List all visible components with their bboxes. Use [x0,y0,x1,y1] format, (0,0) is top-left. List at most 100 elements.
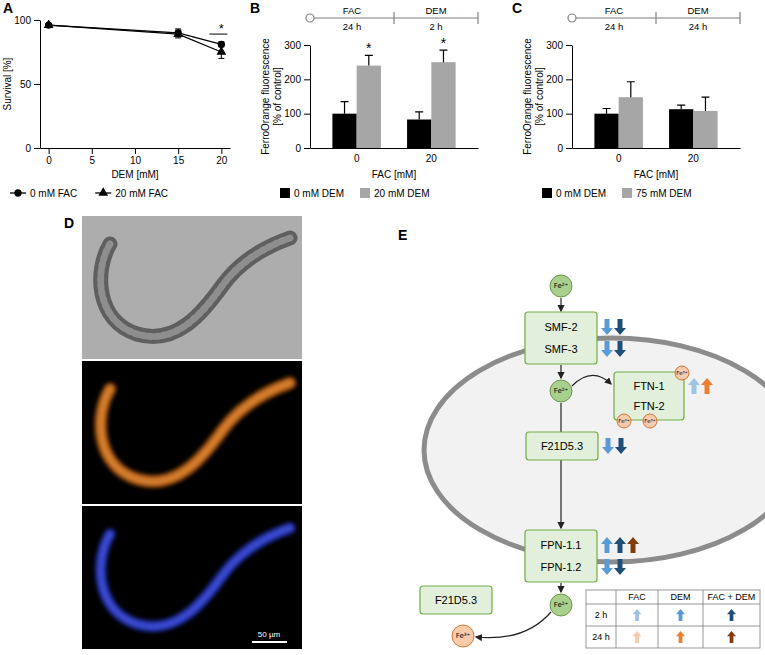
significance: * [441,35,447,51]
micrograph-background [82,361,302,504]
protein-box [525,530,597,582]
regulation-arrow [676,609,685,621]
axis: 0 20 [311,148,479,164]
legend-swatch [542,188,552,198]
axis-title: FAC [mM] [372,169,417,180]
regulation-arrow [602,438,614,454]
legend-label: 75 mM DEM [636,188,692,199]
annotation: * [219,21,224,36]
tick-mark [566,114,572,115]
axis-title: Survival [%] [2,57,13,110]
table-row-label: 24 h [592,632,610,642]
image-panel: D50 µm [64,215,302,649]
worm-texture [101,238,290,336]
tick-label: 300 [546,40,563,51]
timeline-tick [655,12,656,24]
error-bar [627,82,635,97]
error-bar [677,105,685,109]
protein-label: FTN-2 [633,400,664,412]
panel-letter: B [250,0,260,16]
regulation-arrow [615,438,627,454]
marker [216,46,226,55]
table-header: FAC [628,592,646,602]
iron-ion [675,366,689,380]
legend-label: 0 mM DEM [294,188,344,199]
regulation-arrow [601,537,613,553]
panel-letter: A [3,0,13,16]
flow-arrow [476,612,551,638]
legend-marker [98,187,108,196]
marker [44,20,54,28]
axis: 05101520 [41,148,231,166]
tick-label: 0 [354,153,360,164]
flow-arrow [572,375,611,386]
tick: 0 [25,143,40,154]
worm-body [101,238,290,336]
table-rule [703,590,704,648]
timeline-tick [739,12,740,24]
tick-label: 0 [616,153,622,164]
table-rule [586,604,760,605]
protein-box [525,312,597,364]
figure: A05101520050100DEM [mM]Survival [%]*0 mM… [0,0,765,655]
timeline-label: FAC [605,5,624,16]
legend-label: 0 mM FAC [30,188,77,199]
tick: 200 [284,74,310,85]
protein-label: SMF-3 [545,343,578,355]
axis-title-line: [% of control] [534,67,545,126]
tick: 20 [426,148,438,164]
legend-item: 20 mM FAC [95,187,168,199]
bar [619,97,643,148]
tick-label: 100 [14,15,31,26]
timeline-tick [393,12,394,24]
tick: 10 [130,148,142,166]
protein-box [526,432,598,460]
tick-label: 50 [20,79,32,90]
table-rule [616,590,617,648]
protein-box [614,372,684,420]
regulation-arrow [633,631,642,643]
iron-ion [550,380,572,402]
ion-label: Fe³⁺ [644,418,655,424]
regulation-arrow [614,559,626,575]
legend-item: 0 mM DEM [280,188,344,199]
regulation-arrow [701,378,713,394]
tick-mark [221,148,222,154]
axis-title: FerroOrange fluorescence[% of control] [522,38,545,155]
tick: 20 [688,148,700,164]
worm-body [101,383,290,481]
tick-mark [135,148,136,154]
plot-area [594,82,717,148]
axis: 0100200300 [546,40,572,154]
iron-ion [617,414,631,428]
iron-ion [452,625,474,647]
axis: 0100200300 [284,40,310,154]
plot-area [44,20,227,58]
timeline-duration: 24 h [343,21,362,32]
tick-mark [178,148,179,154]
protein-label: SMF-2 [545,321,578,333]
tick-mark [34,20,40,21]
scale-bar [252,641,287,643]
axis-title: FerroOrange fluorescence[% of control] [260,38,283,155]
timeline-duration: 24 h [605,21,624,32]
tick: 300 [284,40,310,51]
tick-mark [304,79,310,80]
axis-title-line: FerroOrange fluorescence [522,38,533,155]
regulation-arrow [614,319,626,335]
ion-label: Fe³⁺ [618,418,629,424]
micrograph [82,361,302,504]
axis-line [573,148,741,149]
error-bar [439,50,447,62]
legend-item: 0 mM FAC [10,188,77,199]
table-frame [586,590,760,648]
tick-label: 300 [284,40,301,51]
timeline: FAC24 hDEM24 h [568,5,740,32]
micrograph-background [82,216,302,359]
flow-arrow [560,583,561,592]
regulation-arrow [633,609,642,621]
diagram: EFe²⁺SMF-2SMF-3Fe²⁺FTN-1FTN-2Fe³⁺Fe³⁺Fe³… [398,227,765,648]
iron-ion [550,594,572,616]
timeline-start [306,14,314,22]
legend-item: 20 mM DEM [360,188,430,199]
